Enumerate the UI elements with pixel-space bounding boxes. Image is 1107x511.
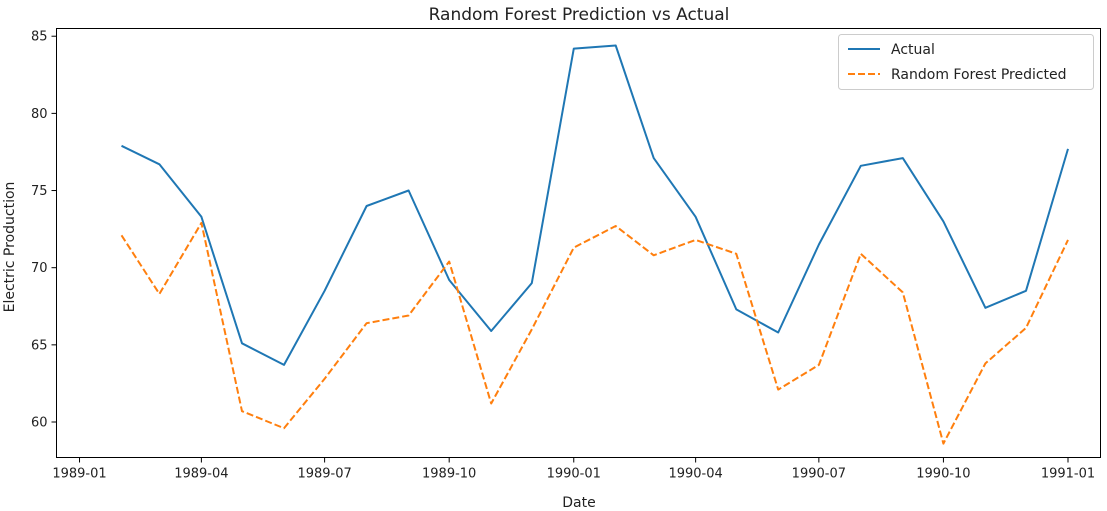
x-tick-label: 1989-01 [52, 467, 106, 482]
x-axis-label: Date [562, 495, 595, 511]
actual-data-point [121, 145, 123, 147]
predicted-data-point [490, 403, 492, 405]
x-tick-label: 1989-07 [297, 467, 351, 482]
actual-data-point [241, 342, 243, 344]
axis-ticks: 1989-01 1989-04 1989-07 1989-10 1990-01 1990-… [31, 30, 1095, 482]
y-tick-label: 80 [31, 107, 48, 122]
x-tick-label: 1989-10 [422, 467, 476, 482]
actual-data-point [1067, 148, 1069, 150]
y-axis-label: Electric Production [2, 182, 18, 313]
y-tick-label: 75 [31, 184, 48, 199]
predicted-data-point [942, 443, 944, 445]
actual-data-point [942, 220, 944, 222]
predicted-data-point [860, 253, 862, 255]
predicted-data-point [531, 328, 533, 330]
x-tick-label: 1991-01 [1041, 467, 1095, 482]
actual-data-point [573, 48, 575, 50]
series-line-predicted [120, 221, 1069, 445]
legend: Actual Random Forest Predicted [838, 34, 1094, 90]
predicted-data-point [283, 427, 285, 429]
actual-data-point [490, 330, 492, 332]
predicted-data-point [324, 378, 326, 380]
actual-data-point [158, 163, 160, 165]
y-tick-label: 85 [31, 30, 48, 45]
predicted-data-point [984, 362, 986, 364]
predicted-data-point [818, 364, 820, 366]
x-tick-label: 1989-04 [174, 467, 228, 482]
actual-data-point [777, 332, 779, 334]
predicted-data-point [448, 261, 450, 263]
y-tick-label: 70 [31, 261, 48, 276]
actual-data-point [1025, 290, 1027, 292]
actual-data-point [695, 216, 697, 218]
predicted-data-point [200, 222, 202, 224]
chart-title: Random Forest Prediction vs Actual [429, 5, 730, 25]
actual-data-point [860, 165, 862, 167]
predicted-data-point [1067, 239, 1069, 241]
actual-data-point [984, 307, 986, 309]
actual-data-point [615, 45, 617, 47]
predicted-data-point [121, 234, 123, 236]
predicted-data-point [777, 389, 779, 391]
predicted-data-point [902, 291, 904, 293]
legend-predicted-label: Random Forest Predicted [891, 67, 1067, 83]
predicted-data-point [158, 293, 160, 295]
predicted-data-point [735, 253, 737, 255]
predicted-data-point [573, 247, 575, 249]
predicted-data-point [408, 315, 410, 317]
actual-data-point [448, 279, 450, 281]
actual-data-point [735, 308, 737, 310]
y-tick-label: 65 [31, 338, 48, 353]
actual-data-point [902, 157, 904, 159]
actual-data-point [408, 190, 410, 192]
plot-lines [120, 44, 1069, 445]
series-line-actual [121, 44, 1069, 366]
x-tick-label: 1990-07 [792, 467, 846, 482]
actual-data-point [324, 290, 326, 292]
x-tick-label: 1990-01 [547, 467, 601, 482]
actual-data-point [531, 282, 533, 284]
predicted-data-point [653, 254, 655, 256]
predicted-data-point [615, 225, 617, 227]
actual-data-point [366, 205, 368, 207]
legend-box [838, 34, 1094, 90]
actual-data-point [653, 157, 655, 159]
x-tick-label: 1990-10 [916, 467, 970, 482]
predicted-data-point [1025, 327, 1027, 329]
legend-actual-label: Actual [891, 42, 935, 58]
predicted-data-point [695, 239, 697, 241]
plot-area-frame [56, 28, 1101, 458]
y-tick-label: 60 [31, 416, 48, 431]
actual-data-point [200, 216, 202, 218]
actual-data-point [818, 244, 820, 246]
actual-data-point [283, 364, 285, 366]
predicted-data-point [366, 322, 368, 324]
x-tick-label: 1990-04 [668, 467, 722, 482]
predicted-data-point [241, 410, 243, 412]
